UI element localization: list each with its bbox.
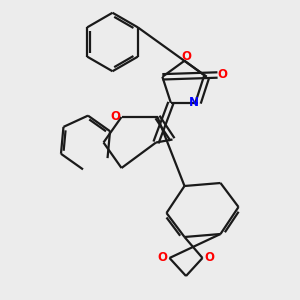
Text: O: O xyxy=(218,68,228,81)
Text: O: O xyxy=(110,110,121,123)
Text: N: N xyxy=(189,96,199,109)
Text: O: O xyxy=(158,251,168,264)
Text: O: O xyxy=(204,251,214,264)
Text: O: O xyxy=(182,50,192,64)
